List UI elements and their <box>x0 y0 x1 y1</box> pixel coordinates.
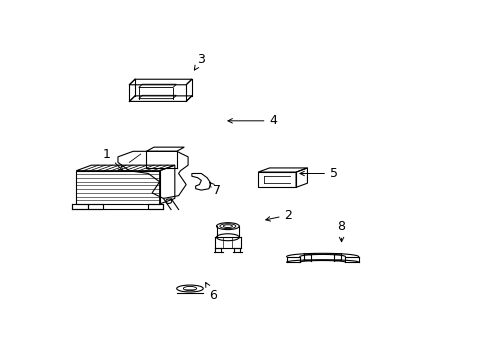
Text: 4: 4 <box>227 114 277 127</box>
Text: 8: 8 <box>337 220 345 242</box>
Text: 6: 6 <box>205 283 216 302</box>
Text: 7: 7 <box>209 183 220 197</box>
Text: 5: 5 <box>299 167 337 180</box>
Text: 3: 3 <box>194 53 205 70</box>
Text: 1: 1 <box>102 148 122 171</box>
Text: 2: 2 <box>265 208 292 221</box>
